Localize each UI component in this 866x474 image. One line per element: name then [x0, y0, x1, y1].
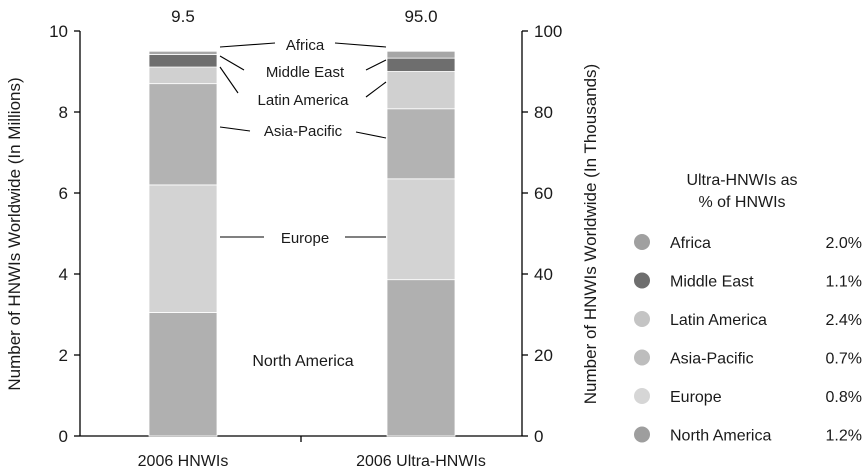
legend-value-europe: 0.8%: [826, 389, 862, 406]
middle-east-leader-left: [219, 55, 245, 71]
annotation-asia-pacific: Asia-Pacific: [264, 123, 343, 140]
legend-swatch-asia-pacific: [634, 349, 650, 366]
legend-value-africa: 2.0%: [826, 235, 862, 252]
legend-label-north-america: North America: [670, 428, 771, 445]
legend-label-asia-pacific: Asia-Pacific: [670, 351, 754, 368]
bar-segment-north-america-ultra-hnwis: [386, 279, 456, 437]
legend-value-middle-east: 1.1%: [826, 274, 862, 291]
bar-segment-latin-america-hnwis: [148, 66, 218, 85]
asia-pacific-leader-right: [355, 131, 387, 139]
legend-title-line1: Ultra-HNWIs as: [686, 172, 797, 189]
left-tick-label-4: 4: [59, 265, 68, 284]
legend-swatch-africa: [634, 234, 650, 250]
total-label-hnwis: 9.5: [171, 7, 195, 26]
left-tick-label-10: 10: [49, 22, 68, 41]
legend-swatch-latin-america: [634, 311, 650, 327]
bar-segment-middle-east-ultra-hnwis: [386, 57, 456, 72]
africa-leader-right: [334, 42, 387, 48]
bar-segment-europe-ultra-hnwis: [386, 178, 456, 281]
middle-east-leader-right: [365, 59, 387, 71]
legend-title-line2: % of HNWIs: [698, 194, 785, 211]
legend-label-africa: Africa: [670, 235, 711, 252]
left-tick-label-0: 0: [59, 427, 68, 446]
right-axis-ticks: 0 20 40 60 80 100: [522, 22, 562, 446]
asia-pacific-leader-left: [219, 126, 251, 132]
legend-swatch-north-america: [634, 426, 650, 443]
bar-segment-asia-pacific-hnwis: [148, 83, 218, 186]
right-tick-label-100: 100: [534, 22, 562, 41]
left-axis-ticks: 0 2 4 6 8 10: [49, 22, 80, 446]
latin-america-leader-left: [219, 66, 239, 94]
legend-label-europe: Europe: [670, 389, 722, 406]
right-tick-label-60: 60: [534, 184, 553, 203]
legend-value-latin-america: 2.4%: [826, 312, 862, 329]
annotation-europe: Europe: [281, 230, 329, 247]
left-tick-label-2: 2: [59, 346, 68, 365]
annotation-africa: Africa: [286, 37, 325, 54]
bar-segment-africa-ultra-hnwis: [386, 50, 456, 59]
africa-leader-left: [219, 42, 276, 48]
legend-swatch-middle-east: [634, 272, 650, 289]
legend-label-latin-america: Latin America: [670, 312, 767, 329]
total-label-ultra-hnwis: 95.0: [404, 7, 437, 26]
bar-segment-asia-pacific-ultra-hnwis: [386, 108, 456, 180]
legend-label-middle-east: Middle East: [670, 274, 754, 291]
legend-value-north-america: 1.2%: [826, 428, 862, 445]
bar-segment-africa-hnwis: [148, 50, 218, 55]
annotation-north-america: North America: [252, 353, 353, 370]
right-axis-title: Number of HNWIs Worldwide (In Thousands): [581, 64, 600, 404]
latin-america-leader-right: [365, 81, 387, 98]
bar-segment-middle-east-hnwis: [148, 54, 218, 68]
left-axis-title: Number of HNWIs Worldwide (In Millions): [5, 77, 24, 390]
annotation-leaders: [219, 42, 387, 238]
legend-swatch-europe: [634, 388, 650, 404]
annotation-latin-america: Latin America: [258, 92, 350, 109]
bar-segment-north-america-hnwis: [148, 312, 218, 437]
right-tick-label-80: 80: [534, 103, 553, 122]
legend-value-asia-pacific: 0.7%: [826, 351, 862, 368]
bar-segment-europe-hnwis: [148, 184, 218, 313]
right-tick-label-20: 20: [534, 346, 553, 365]
category-label-hnwis: 2006 HNWIs: [138, 453, 229, 470]
left-tick-label-8: 8: [59, 103, 68, 122]
category-label-ultra-hnwis: 2006 Ultra-HNWIs: [356, 453, 486, 470]
legend: Africa 2.0% Middle East 1.1% Latin America 2.…: [634, 234, 862, 445]
bars-layer: [148, 50, 456, 437]
annotation-middle-east: Middle East: [266, 64, 345, 81]
right-tick-label-40: 40: [534, 265, 553, 284]
bar-segment-latin-america-ultra-hnwis: [386, 71, 456, 110]
right-tick-label-0: 0: [534, 427, 543, 446]
left-tick-label-6: 6: [59, 184, 68, 203]
